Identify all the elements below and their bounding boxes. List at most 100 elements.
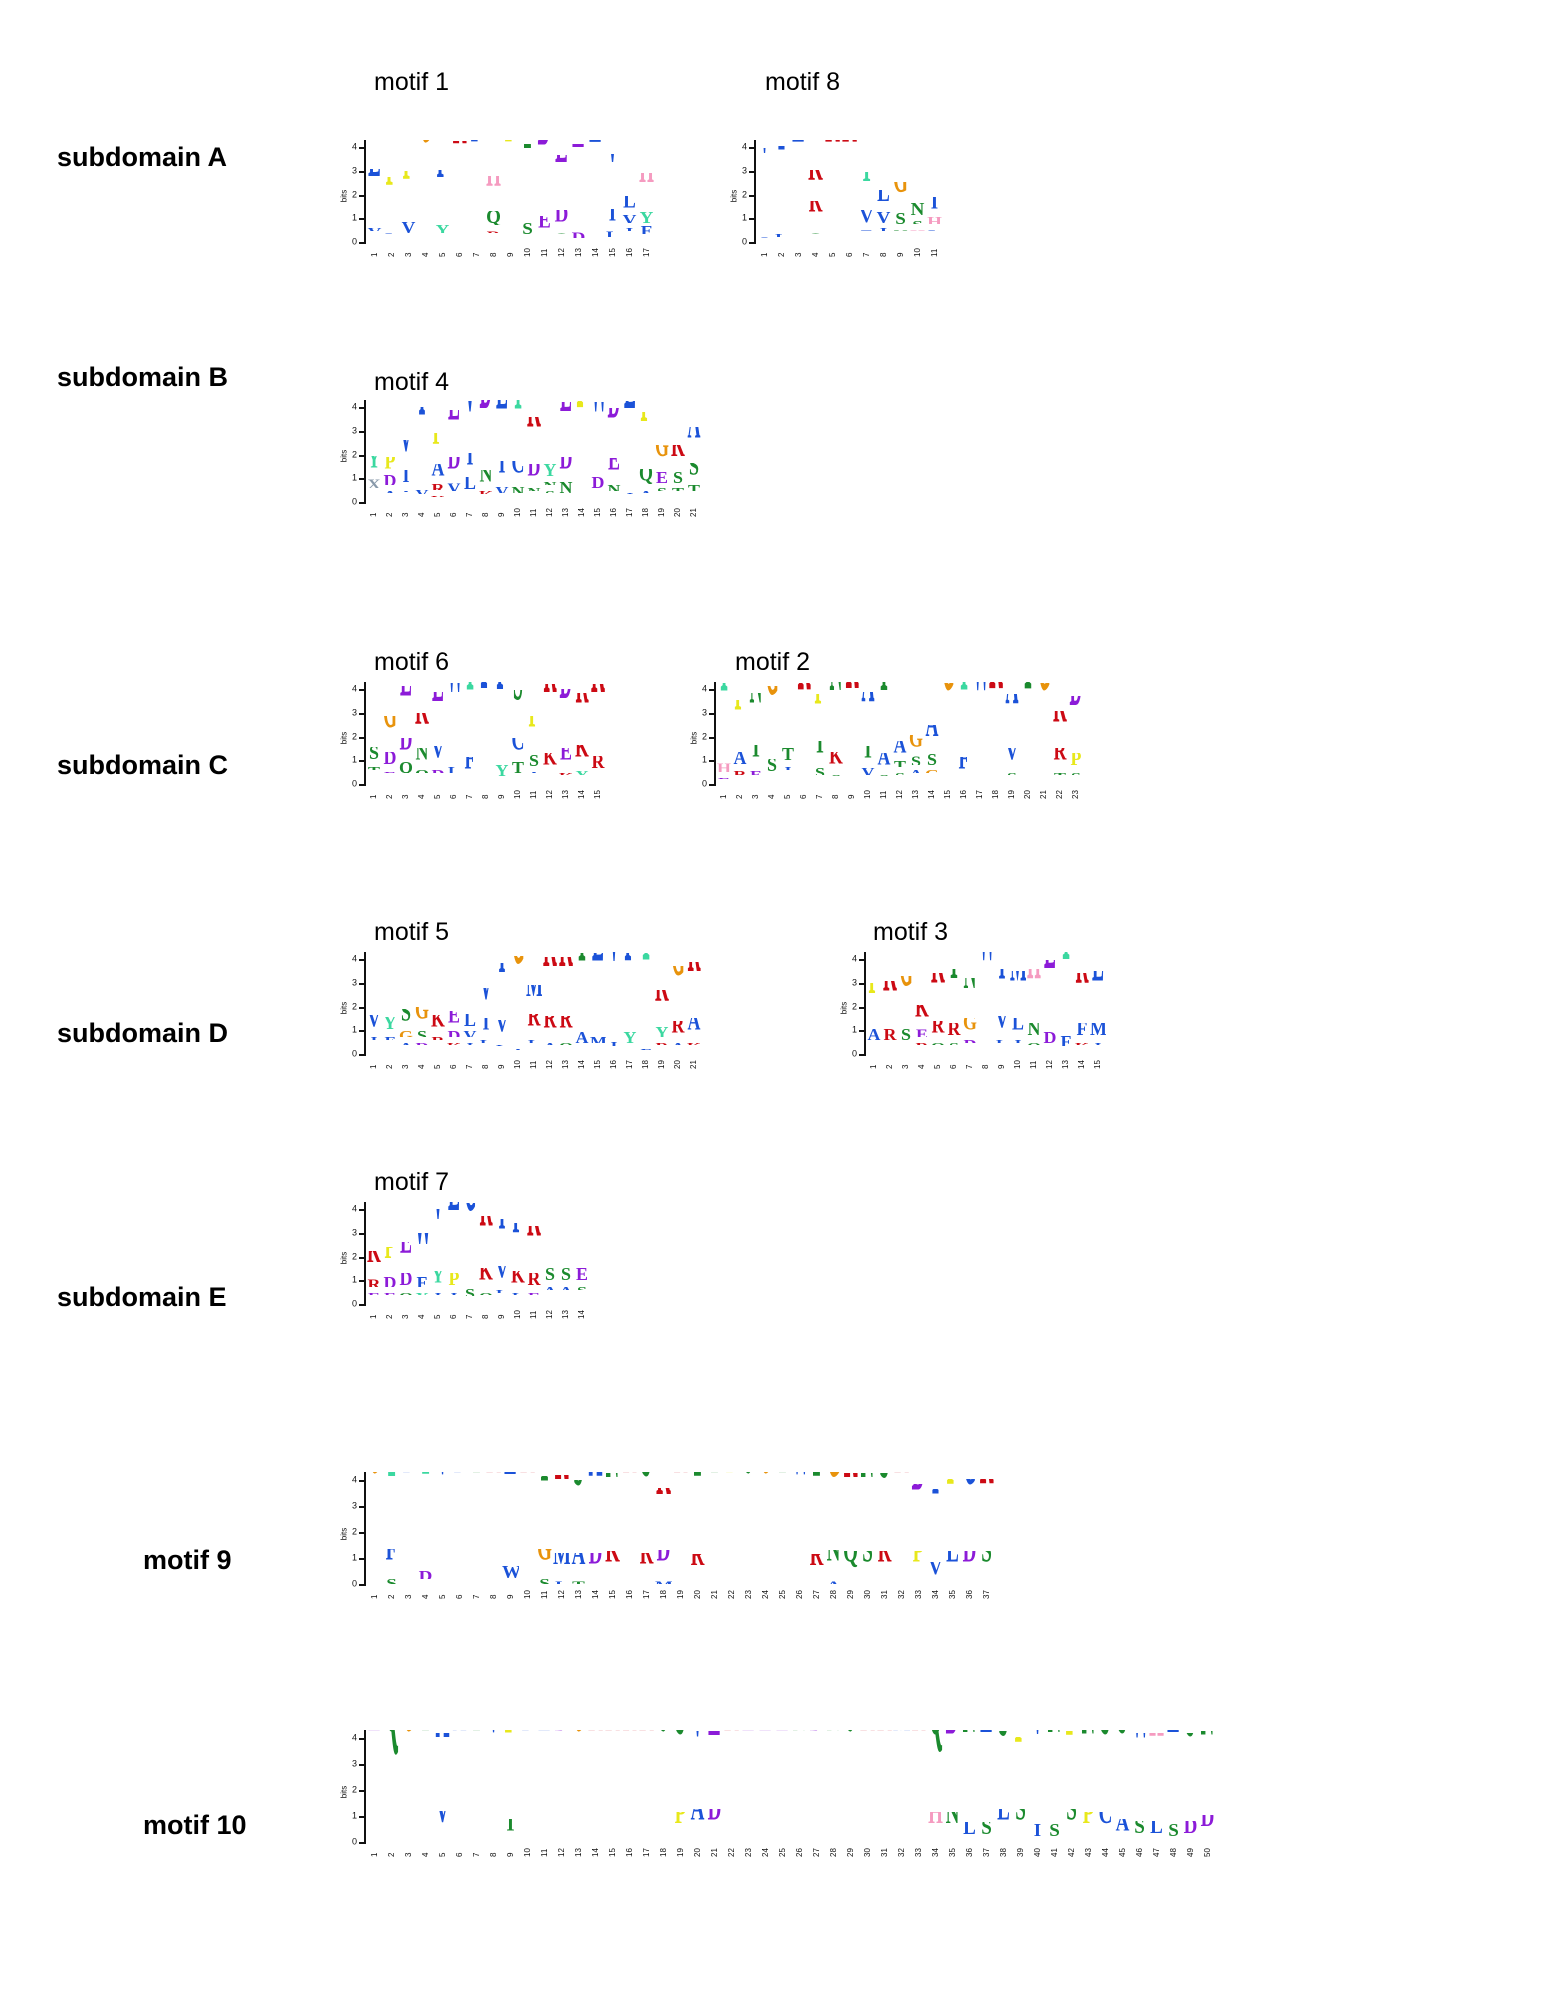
logo-position-stack: KR17: [638, 1730, 655, 1857]
logo-letter: R: [639, 1552, 654, 1573]
logo-letter: Q: [570, 238, 587, 242]
logo-letter: H: [462, 780, 478, 784]
x-axis-position-label: 5: [433, 512, 442, 517]
letter-stack: LVIAM: [462, 952, 478, 1054]
logo-letter: A: [1036, 780, 1052, 784]
logo-letter: E: [526, 1287, 542, 1295]
logo-position-stack: GRASE20: [670, 952, 686, 1069]
logo-position-stack: YFS2: [383, 1472, 400, 1599]
logo-letter: G: [570, 1730, 587, 1838]
logo-letter: F: [451, 1472, 468, 1580]
logo-letter: A: [924, 725, 940, 753]
x-axis-position-label: 9: [497, 1314, 506, 1319]
logo-letter: K: [462, 491, 478, 498]
logo-letter: D: [740, 1838, 757, 1842]
y-axis-tick-label: 1: [701, 754, 707, 765]
logo-letter: G: [398, 1300, 414, 1304]
logo-letter: S: [417, 1028, 427, 1038]
x-axis-position-label: 5: [433, 1314, 442, 1319]
x-axis-position-label: 2: [885, 1064, 894, 1069]
x-axis-position-label: 6: [454, 1594, 464, 1599]
logo-letter: L: [494, 1285, 510, 1294]
logo-letter: S: [842, 1730, 859, 1838]
y-axis: 4 3 2 1 0 bits: [339, 682, 366, 799]
logo-letter: I: [494, 1219, 510, 1266]
logo-letter: F: [791, 1580, 808, 1584]
y-axis-tick-label: 0: [351, 1298, 357, 1309]
logo-position-stack: PSATV11: [526, 682, 542, 799]
y-axis-line: [364, 400, 366, 502]
logo-letter: M: [590, 1034, 606, 1044]
letter-stack: EDQGS: [398, 682, 414, 784]
logo-letter: H: [717, 761, 731, 773]
logo-position-stack: PDASE2: [382, 400, 398, 517]
logo-position-stack: KDM18: [655, 1472, 672, 1599]
logo-letter: H: [638, 1050, 654, 1054]
x-axis-position-label: 11: [539, 248, 549, 257]
x-axis-position-label: 9: [895, 252, 905, 257]
y-axis-tick: [359, 147, 366, 150]
logo-letter: Y: [485, 238, 502, 242]
y-axis-line: [364, 682, 366, 784]
logo-letter: D: [944, 1730, 961, 1812]
logo-letter: R: [1074, 973, 1090, 1023]
logo-letter: K: [723, 1730, 740, 1838]
logo-position-stack: DNE35: [944, 1730, 961, 1857]
logo-letter: D: [914, 1050, 930, 1054]
x-axis-position-label: 5: [933, 1064, 942, 1069]
x-axis-position-label: 12: [545, 790, 554, 799]
y-axis-line: [364, 1472, 366, 1584]
letter-stack: LVIMF: [621, 140, 638, 242]
logo-position-stack: SAT45: [1114, 1730, 1131, 1857]
logo-letter: N: [898, 1050, 914, 1054]
logo-letter: D: [604, 1578, 621, 1584]
x-axis-position-label: 6: [844, 252, 854, 257]
y-axis-tick: [709, 784, 716, 786]
letter-stack: TS: [468, 1472, 485, 1584]
logo-position-stack: KREQN5: [430, 952, 446, 1069]
logo-letter: L: [623, 195, 636, 213]
y-axis-tick: [709, 760, 716, 763]
logo-position-stack: EDKQS6: [446, 952, 462, 1069]
logo-position-stack: DENSQ16: [606, 400, 622, 517]
logo-position-stack: RK16: [621, 1472, 638, 1599]
x-axis-position-label: 48: [1168, 1848, 1178, 1857]
logo-letter: H: [927, 213, 942, 225]
logo-position-stack: KERQD4: [914, 952, 930, 1069]
y-axis-tick-label: 4: [351, 683, 357, 694]
sequence-logo-motif-1: 43210bitsLVIAS1PLST2PVAS3GA4FYLI5RKG6FY7…: [339, 140, 655, 257]
letter-stack: KR: [638, 1730, 655, 1842]
logo-letter: E: [553, 155, 570, 210]
x-axis-position-label: 5: [783, 794, 792, 799]
logo-letter: A: [908, 765, 924, 774]
letter-stack: IVLMT: [994, 952, 1010, 1054]
logo-letter: V: [861, 765, 875, 775]
logo-position-stack: RK16: [621, 1730, 638, 1857]
logo-position-stack: RK9: [844, 682, 860, 799]
x-axis-position-label: 5: [437, 1852, 447, 1857]
logo-letter: Y: [446, 779, 462, 784]
logo-letter: S: [1097, 1730, 1114, 1812]
x-axis-position-label: 13: [911, 790, 920, 799]
logo-letter: S: [606, 491, 622, 498]
x-axis-position-label: 2: [735, 794, 744, 799]
logo-letter: N: [859, 1473, 876, 1551]
logo-letter: V: [928, 1561, 943, 1578]
row-label-subdomain-e: subdomain E: [57, 1282, 227, 1312]
motif-title-8: motif 8: [765, 68, 841, 96]
y-axis-tick-label: 2: [351, 731, 357, 742]
logo-letter: T: [542, 780, 558, 784]
logo-letter: R: [485, 225, 502, 233]
logo-letter: C: [1098, 1812, 1113, 1832]
logo-letter: E: [670, 1050, 686, 1054]
letter-stack: WF: [791, 1472, 808, 1584]
y-axis-tick: [359, 194, 366, 197]
letter-stack: TSAV: [519, 140, 536, 242]
logo-letter: L: [997, 1809, 1010, 1830]
logo-position-stack: VI8: [485, 1730, 502, 1857]
y-axis-tick-label: 0: [351, 1578, 357, 1589]
y-axis-tick-label: 4: [851, 953, 857, 964]
letter-stack: VILA: [606, 952, 622, 1054]
logo-position-stack: LSI37: [978, 1730, 995, 1857]
